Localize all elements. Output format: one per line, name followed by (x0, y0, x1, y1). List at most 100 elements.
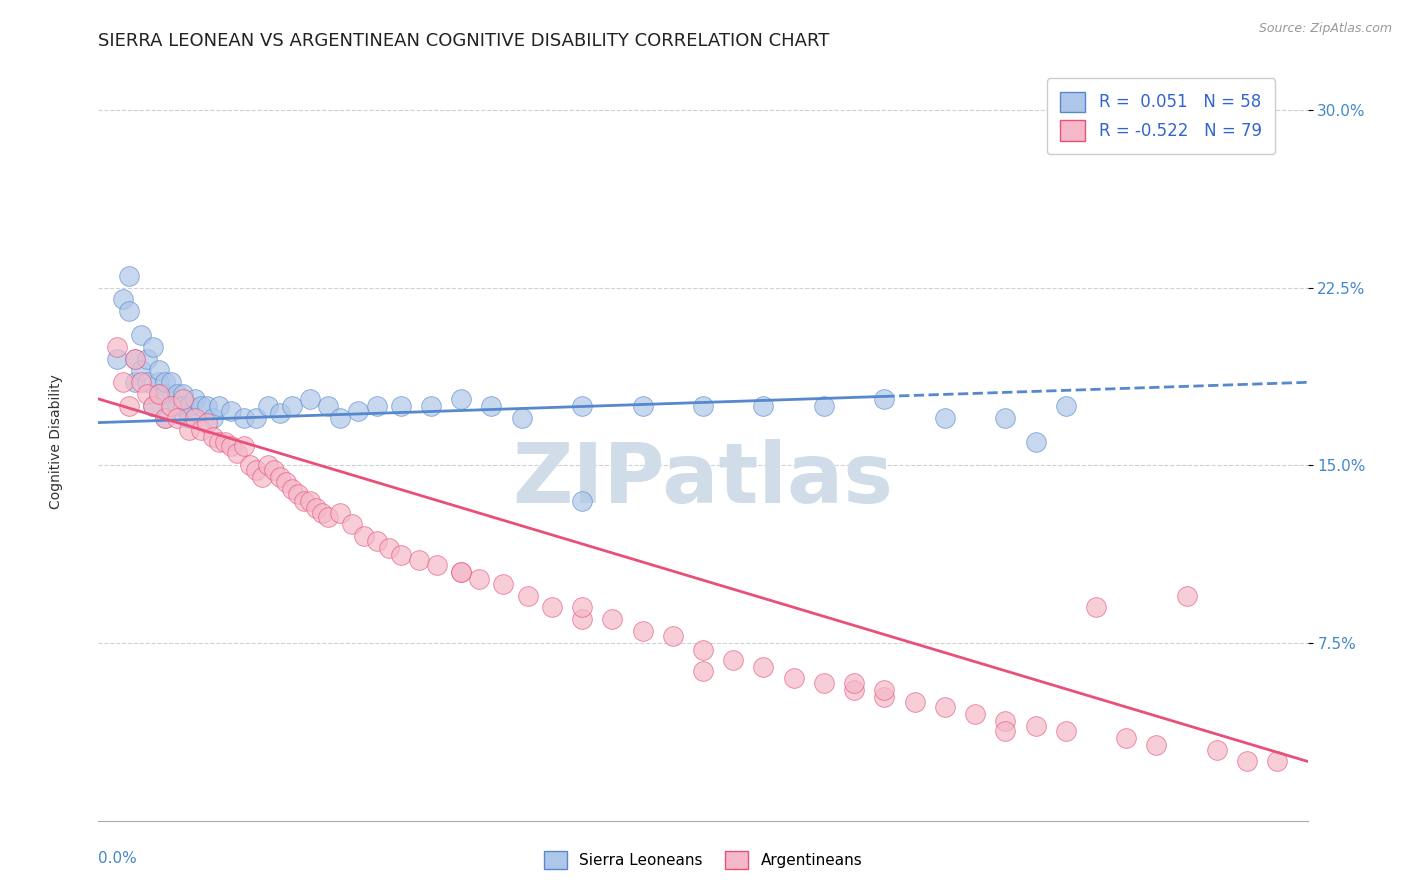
Point (245, 463, 267, 477)
Point (299, 392, 322, 406)
Point (934, 699, 956, 714)
Point (190, 423, 212, 437)
Point (571, 600, 593, 615)
Point (366, 534, 388, 549)
Point (142, 399, 165, 413)
Point (105, 351, 128, 366)
Point (994, 723, 1017, 738)
Point (118, 304, 141, 318)
Point (221, 439, 243, 453)
Point (172, 387, 194, 401)
Point (873, 683, 896, 698)
Point (571, 399, 593, 413)
Point (873, 690, 896, 705)
Point (287, 486, 309, 500)
Point (516, 589, 538, 603)
Point (389, 399, 412, 413)
Point (202, 430, 225, 444)
Point (160, 376, 183, 390)
Point (148, 363, 170, 377)
Point (111, 293, 134, 307)
Point (844, 676, 866, 690)
Text: Source: ZipAtlas.com: Source: ZipAtlas.com (1258, 22, 1392, 36)
Point (316, 510, 339, 524)
Point (269, 406, 291, 420)
Point (934, 410, 956, 425)
Point (226, 446, 249, 460)
Point (450, 565, 472, 579)
Point (752, 659, 775, 673)
Point (389, 548, 412, 563)
Point (118, 268, 141, 283)
Point (329, 506, 352, 520)
Point (166, 387, 188, 401)
Point (232, 439, 254, 453)
Point (239, 458, 262, 473)
Point (214, 434, 236, 449)
Point (160, 399, 183, 413)
Point (813, 399, 835, 413)
Point (994, 410, 1017, 425)
Point (873, 392, 896, 406)
Point (184, 392, 207, 406)
Point (408, 553, 430, 567)
Point (256, 458, 278, 473)
Point (172, 392, 194, 406)
Point (190, 399, 212, 413)
Point (148, 376, 170, 390)
Point (468, 572, 491, 586)
Point (844, 683, 866, 698)
Point (250, 470, 273, 484)
Point (571, 493, 593, 508)
Point (148, 387, 170, 401)
Point (1206, 742, 1229, 756)
Point (965, 706, 987, 721)
Point (142, 399, 165, 413)
Point (1175, 589, 1198, 603)
Point (153, 387, 176, 401)
Point (118, 399, 141, 413)
Point (1054, 723, 1077, 738)
Point (1115, 731, 1137, 745)
Legend: R =  0.051   N = 58, R = -0.522   N = 79: R = 0.051 N = 58, R = -0.522 N = 79 (1047, 78, 1275, 154)
Point (994, 714, 1017, 728)
Point (661, 629, 683, 643)
Point (783, 672, 806, 686)
Point (631, 624, 654, 639)
Point (195, 399, 218, 413)
Point (813, 676, 835, 690)
Point (111, 376, 134, 390)
Point (420, 399, 443, 413)
Point (124, 351, 146, 366)
Point (256, 399, 278, 413)
Point (202, 410, 225, 425)
Point (904, 695, 927, 709)
Point (347, 403, 370, 417)
Point (135, 387, 157, 401)
Point (426, 558, 449, 572)
Point (124, 376, 146, 390)
Point (221, 403, 243, 417)
Point (1236, 755, 1258, 769)
Legend: Sierra Leoneans, Argentineans: Sierra Leoneans, Argentineans (537, 845, 869, 875)
Point (1054, 399, 1077, 413)
Point (160, 399, 183, 413)
Point (129, 327, 152, 342)
Point (692, 643, 714, 657)
Point (184, 410, 207, 425)
Point (195, 416, 218, 430)
Point (299, 493, 322, 508)
Point (208, 399, 231, 413)
Point (450, 565, 472, 579)
Point (232, 410, 254, 425)
Point (292, 493, 315, 508)
Text: Cognitive Disability: Cognitive Disability (49, 374, 63, 509)
Point (1267, 755, 1289, 769)
Point (281, 482, 304, 496)
Point (342, 517, 364, 532)
Point (353, 529, 375, 543)
Point (329, 410, 352, 425)
Point (135, 376, 157, 390)
Point (571, 612, 593, 626)
Point (179, 399, 201, 413)
